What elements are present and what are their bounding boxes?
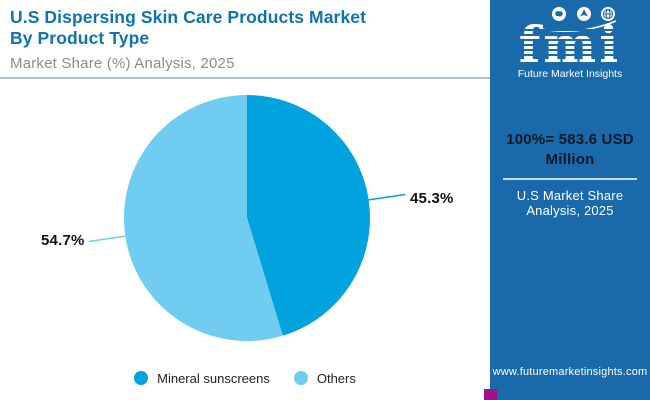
chart-header: U.S Dispersing Skin Care Products Market… <box>10 7 480 72</box>
accent-square <box>484 389 497 400</box>
compass-icon <box>580 9 588 17</box>
pie-chart <box>88 95 406 342</box>
market-total-line2: Million <box>545 151 595 168</box>
fmi-logo: fmi Future Market Insights <box>509 7 631 80</box>
legend-label-mineral-sunscreens: Mineral sunscreens <box>157 370 270 386</box>
legend-item-others: Others <box>293 370 356 386</box>
globe-icon <box>602 8 614 20</box>
legend-marker-mineral-sunscreens <box>134 371 149 385</box>
sidebar-divider-line <box>503 178 637 180</box>
chart-panel: U.S Dispersing Skin Care Products Market… <box>0 7 490 392</box>
pie-slice-mineral-sunscreens <box>247 95 370 336</box>
header-divider-line <box>0 77 490 79</box>
pie-leader-line <box>88 235 126 243</box>
logo-caption: Future Market Insights <box>518 68 622 80</box>
sidebar: fmi Future Market Insights 100%= 583.6 U… <box>490 0 650 400</box>
us-map-icon <box>555 11 563 17</box>
analysis-caption-line2: Analysis, 2025 <box>526 203 614 218</box>
legend-item-mineral-sunscreens: Mineral sunscreens <box>134 371 270 386</box>
pie-slice-others <box>123 95 283 342</box>
website-link[interactable]: www.futuremarketinsights.com <box>492 366 648 378</box>
analysis-caption-line1: U.S Market Share <box>516 188 624 203</box>
legend-marker-others <box>293 371 308 385</box>
logo-map-icons <box>540 7 617 33</box>
market-total-value: 100%= 583.6 USD Million <box>490 130 650 170</box>
logo-stripes <box>509 29 631 56</box>
chart-title-line2: By Product Type <box>10 28 150 48</box>
chart-title: U.S Dispersing Skin Care Products Market… <box>10 7 480 49</box>
pie-value-label-others: 54.7% <box>41 232 85 249</box>
pie-value-label-mineral-sunscreens: 45.3% <box>410 190 454 207</box>
analysis-caption: U.S Market Share Analysis, 2025 <box>490 188 650 218</box>
chart-subtitle: Market Share (%) Analysis, 2025 <box>10 55 235 72</box>
pie-leader-line <box>368 193 406 201</box>
legend-label-others: Others <box>316 370 356 386</box>
market-total-line1: 100%= 583.6 USD <box>506 131 634 148</box>
chart-title-line1: U.S Dispersing Skin Care Products Market <box>10 7 367 27</box>
chart-legend: Mineral sunscreens Others <box>0 364 490 392</box>
